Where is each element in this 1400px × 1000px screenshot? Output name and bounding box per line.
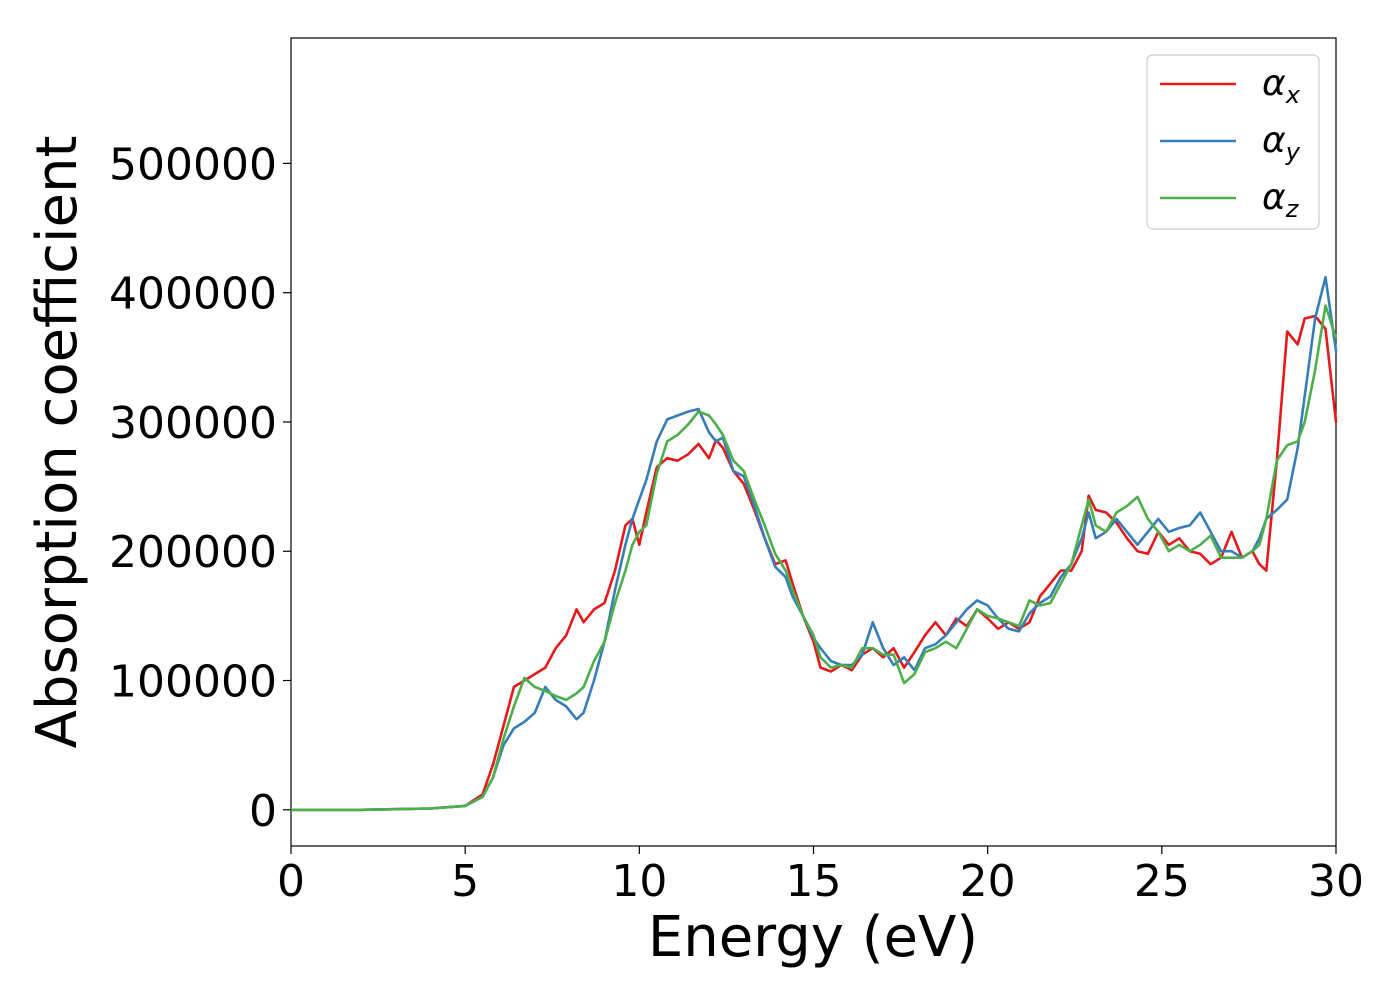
series-line-z [289, 304, 1338, 812]
x-tick-label: 10 [611, 856, 667, 907]
legend: αx αy αz [1146, 54, 1320, 230]
series-layer [289, 275, 1338, 812]
x-tick-label: 15 [786, 856, 842, 907]
y-tick-label: 300000 [109, 398, 277, 449]
x-tick-label: 0 [277, 856, 305, 907]
series-line-y [289, 275, 1338, 812]
y-tick-label: 500000 [109, 139, 277, 190]
x-tick-label: 5 [451, 856, 479, 907]
y-axis: 0 100000 200000 300000 400000 500000 [109, 139, 291, 837]
legend-label-z: αz [1262, 177, 1300, 223]
x-axis-label: Energy (eV) [648, 905, 978, 970]
y-tick-label: 0 [249, 786, 277, 837]
legend-label-x: αx [1262, 63, 1301, 109]
x-tick-label: 25 [1134, 856, 1190, 907]
x-tick-label: 30 [1308, 856, 1364, 907]
y-tick-label: 100000 [109, 657, 277, 708]
y-tick-label: 200000 [109, 527, 277, 578]
y-axis-label: Absorption coefficient [25, 136, 90, 749]
legend-label-y: αy [1262, 120, 1301, 166]
y-tick-label: 400000 [109, 269, 277, 320]
legend-items: αx αy αz [1160, 63, 1301, 223]
x-axis: 0 5 10 15 20 25 30 [277, 846, 1364, 907]
x-tick-label: 20 [960, 856, 1016, 907]
